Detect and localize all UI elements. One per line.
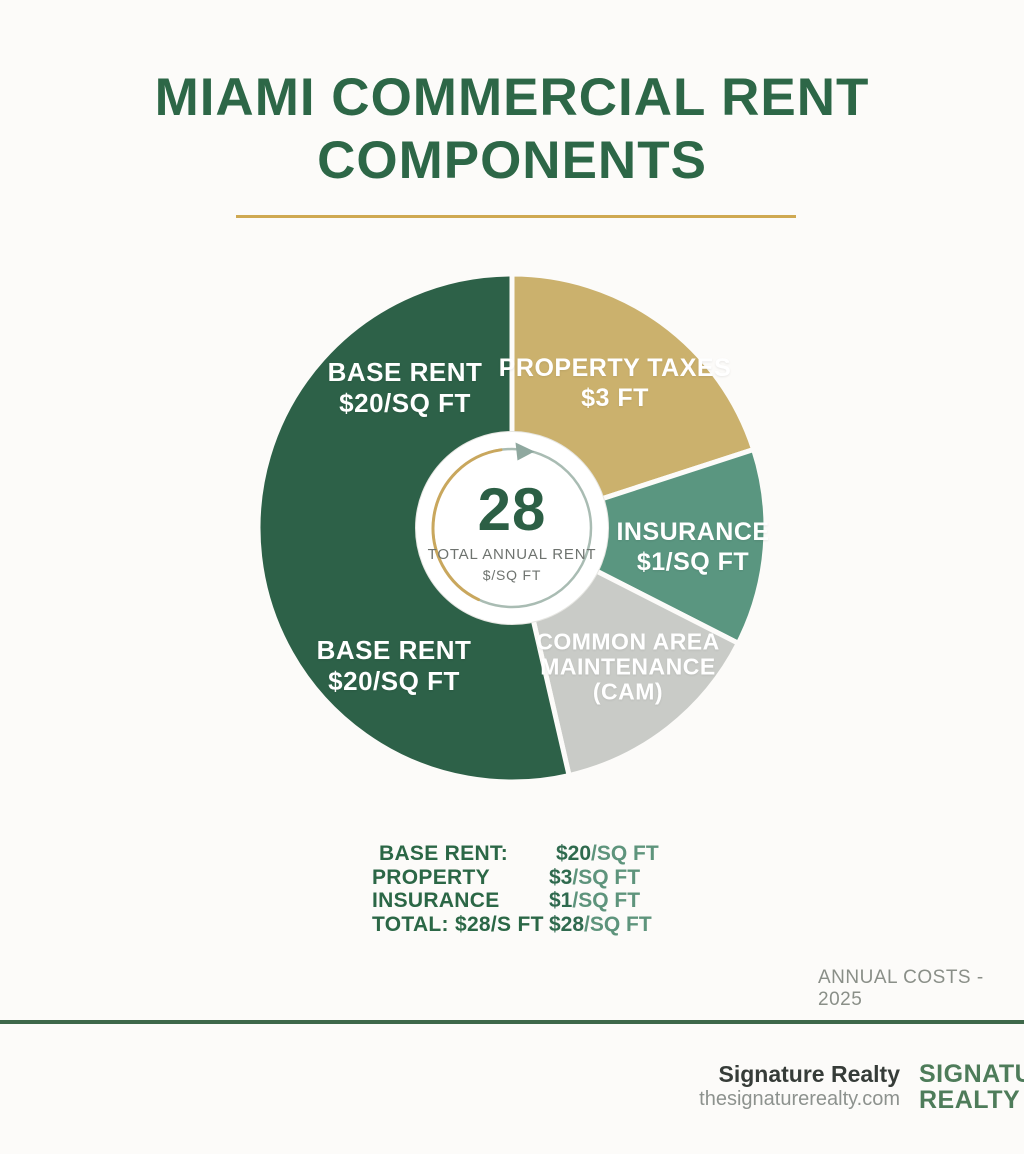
- brand-name: Signature Realty: [718, 1061, 901, 1087]
- slice-label-base-rent-upper: BASE RENT $20/SQ FT: [328, 357, 483, 419]
- slice-label-line: MAINTENANCE: [540, 653, 716, 680]
- slice-label-line: $3 FT: [581, 384, 649, 412]
- legend-row-property-taxes: PROPERTY $3 /SQ FT: [372, 866, 659, 890]
- slice-label-line: PROPERTY TAXES: [498, 354, 732, 382]
- slice-label-line: (CAM): [592, 678, 664, 705]
- brand-logo: SIGNATU REALTY: [919, 1060, 1024, 1114]
- total-value: 28: [477, 476, 547, 543]
- legend-unit: /SQ FT: [591, 842, 659, 865]
- title-divider: [236, 215, 796, 218]
- slice-insurance: [509, 447, 769, 646]
- legend-amount: $28: [549, 912, 585, 936]
- brand-website: thesignaturerealty.com: [699, 1088, 900, 1110]
- page-title: MIAMI COMMERCIAL RENT COMPONENTS: [0, 66, 1024, 192]
- legend-unit: /SQ FT: [584, 912, 652, 936]
- legend-label: BASE RENT:: [379, 842, 509, 865]
- donut-center-circle: [415, 431, 609, 625]
- slice-label-base-rent-lower: BASE RENT $20/SQ FT: [317, 635, 472, 697]
- legend-row-insurance: INSURANCE $1 /SQ FT: [372, 889, 659, 913]
- donut-chart: BASE RENT $20/SQ FT PROPERTY TAXES $3 FT…: [255, 271, 769, 785]
- page-title-line2: COMPONENTS: [317, 131, 707, 190]
- slice-label-line: INSURANCE: [616, 518, 770, 546]
- legend-unit: /SQ FT: [572, 865, 641, 889]
- legend-amount: $20: [556, 842, 592, 865]
- slice-base-rent: [255, 271, 572, 785]
- slice-label-line: $20/SQ FT: [339, 388, 471, 418]
- brand-logo-line1: SIGNATU: [919, 1060, 1024, 1088]
- legend-row-total: TOTAL: $28/S FT $28 /SQ FT: [372, 913, 659, 937]
- annual-costs-note: ANNUAL COSTS - 2025: [818, 967, 984, 1010]
- slice-label-line: BASE RENT: [327, 357, 483, 387]
- page-title-line1: MIAMI COMMERCIAL RENT: [154, 68, 870, 127]
- legend-amount: $3: [549, 865, 573, 889]
- legend-unit: /SQ FT: [572, 889, 641, 912]
- slice-label-line: $1/SQ FT: [636, 548, 750, 576]
- legend-amount: $1: [549, 889, 573, 912]
- total-caption-line1: TOTAL ANNUAL RENT: [427, 546, 597, 563]
- brand-logo-line2: REALTY: [919, 1085, 1021, 1114]
- total-caption-line2: $/SQ FT: [482, 567, 542, 583]
- slice-label-line: $20/SQ FT: [328, 666, 460, 696]
- legend-label: TOTAL: $28/S FT: [372, 912, 544, 936]
- donut-chart-svg: [255, 271, 769, 785]
- footer-divider: [0, 1020, 1024, 1024]
- slice-label-property-taxes: PROPERTY TAXES $3 FT: [499, 353, 732, 413]
- ring-arrow-icon: [515, 442, 535, 461]
- legend-label: INSURANCE: [372, 889, 500, 912]
- center-ring-gold-arc: [431, 448, 503, 602]
- slice-label-line: BASE RENT: [316, 635, 472, 665]
- legend-row-base-rent: BASE RENT: $20 /SQ FT: [372, 842, 659, 866]
- brand-block: Signature Realty thesignaturerealty.com: [699, 1061, 900, 1111]
- slice-label-insurance: INSURANCE $1/SQ FT: [616, 517, 769, 577]
- slice-label-line: COMMON AREA: [536, 628, 720, 655]
- donut-center-text: 28 TOTAL ANNUAL RENT $/SQ FT: [392, 476, 632, 584]
- cost-breakdown-legend: BASE RENT: $20 /SQ FT PROPERTY $3 /SQ FT…: [372, 842, 659, 936]
- slice-label-cam: COMMON AREA MAINTENANCE (CAM): [536, 628, 720, 705]
- legend-label: PROPERTY: [372, 865, 490, 889]
